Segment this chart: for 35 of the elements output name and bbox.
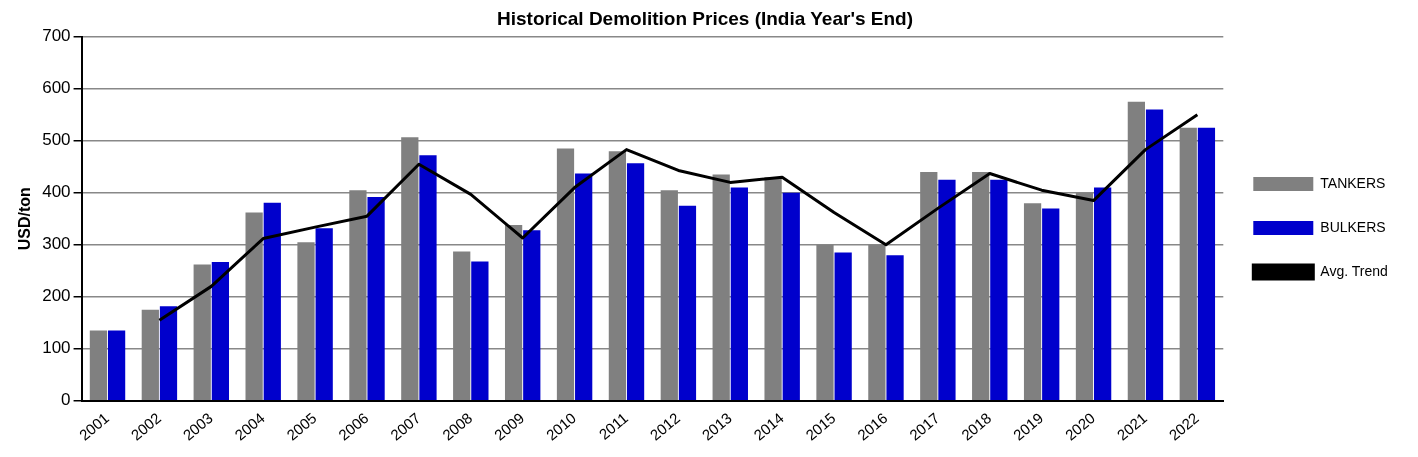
bar <box>1197 127 1216 401</box>
bar <box>315 228 333 401</box>
bar <box>1094 187 1112 401</box>
bar <box>471 261 489 401</box>
bar <box>211 261 230 401</box>
bar <box>263 202 281 401</box>
y-tick-label: 100 <box>42 338 71 358</box>
chart-title: Historical Demolition Prices (India Year's End) <box>497 7 913 29</box>
bar <box>938 179 956 401</box>
bar <box>159 306 178 401</box>
bar <box>523 230 541 401</box>
bar <box>782 192 800 401</box>
legend-label: TANKERS <box>1320 174 1386 191</box>
bar <box>419 155 437 401</box>
legend-label: Avg. Trend <box>1320 262 1388 279</box>
y-tick-label: 300 <box>42 234 71 254</box>
bar <box>886 255 904 401</box>
bar <box>730 187 748 401</box>
y-tick-label: 200 <box>42 286 71 306</box>
bar <box>1145 109 1164 401</box>
y-tick-label: 0 <box>61 390 71 410</box>
y-tick-label: 700 <box>42 26 71 46</box>
legend-label: BULKERS <box>1320 218 1386 235</box>
y-tick-label: 500 <box>42 130 71 150</box>
bar <box>1042 208 1060 401</box>
bar <box>990 179 1008 401</box>
y-tick-label: 400 <box>42 182 71 202</box>
bar <box>367 196 385 401</box>
y-axis-title: USD/ton <box>16 187 34 251</box>
bar <box>107 330 126 401</box>
bar <box>834 252 852 401</box>
bar <box>575 173 593 401</box>
bar <box>678 205 697 401</box>
y-tick-label: 600 <box>42 78 71 98</box>
bar <box>626 163 645 401</box>
